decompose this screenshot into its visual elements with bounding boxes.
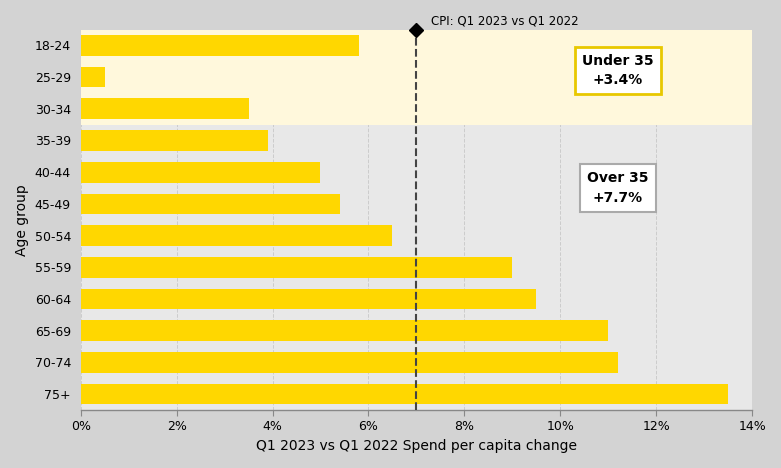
Bar — [80, 257, 512, 278]
Bar — [80, 321, 608, 341]
Bar — [80, 35, 358, 56]
Bar — [80, 289, 537, 309]
Text: CPI: Q1 2023 vs Q1 2022: CPI: Q1 2023 vs Q1 2022 — [431, 15, 579, 28]
Y-axis label: Age group: Age group — [15, 184, 29, 256]
Text: Over 35
+7.7%: Over 35 +7.7% — [587, 171, 648, 205]
Bar — [80, 225, 392, 246]
Bar — [80, 352, 618, 373]
Text: Under 35
+3.4%: Under 35 +3.4% — [582, 54, 654, 88]
X-axis label: Q1 2023 vs Q1 2022 Spend per capita change: Q1 2023 vs Q1 2022 Spend per capita chan… — [256, 439, 577, 453]
Bar — [80, 194, 340, 214]
Bar — [80, 162, 320, 183]
Bar — [80, 98, 248, 119]
Bar — [80, 67, 105, 88]
Bar — [80, 384, 728, 404]
Bar — [80, 29, 752, 124]
Bar — [80, 130, 268, 151]
